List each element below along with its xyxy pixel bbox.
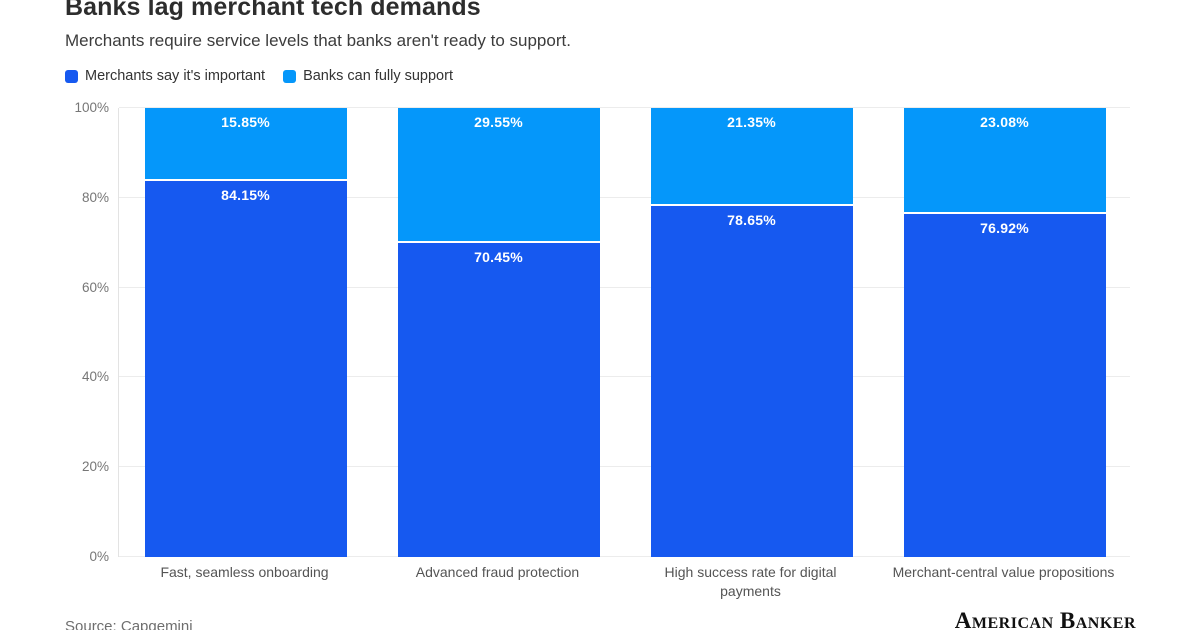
chart-title: Banks lag merchant tech demands <box>65 0 481 21</box>
bar-2: 29.55% 70.45% <box>397 108 600 557</box>
legend-swatch-icon <box>283 69 297 83</box>
bar-segment-merchants-important: 78.65% <box>650 203 853 557</box>
y-axis-tick-label: 0% <box>89 549 109 564</box>
y-axis-tick-label: 80% <box>81 189 109 205</box>
american-banker-logo: American Banker <box>954 608 1136 630</box>
legend-label: Merchants say it's important <box>85 68 266 84</box>
bar-segment-merchants-important: 76.92% <box>903 211 1106 557</box>
y-axis-tick-label: 20% <box>81 459 109 475</box>
value-label: 21.35% <box>727 114 776 131</box>
gridline <box>119 107 1130 108</box>
value-label: 15.85% <box>221 114 270 131</box>
gridline <box>119 196 1130 198</box>
x-axis-category-text: Fast, seamless onboarding <box>160 564 329 580</box>
bar-segment-merchants-important: 84.15% <box>144 179 347 557</box>
bar-segment-banks-support: 23.08% <box>903 108 1106 212</box>
value-label: 29.55% <box>474 114 523 131</box>
y-axis-tick-label: 60% <box>81 279 109 295</box>
y-axis-tick-label: 100% <box>74 100 109 115</box>
chart-subtitle: Merchants require service levels that ba… <box>65 31 571 50</box>
bar-segment-merchants-important: 70.45% <box>397 240 600 557</box>
chart-legend: Merchants say it's important Banks can fu… <box>65 68 453 84</box>
source-note: Source: Capgemini <box>65 618 193 630</box>
value-label: 78.65% <box>727 211 776 228</box>
bar-segment-banks-support: 21.35% <box>650 108 853 204</box>
x-axis-category-label: Merchant-central value propositions <box>877 563 1130 582</box>
legend-item: Banks can fully support <box>283 68 453 84</box>
bar-1: 15.85% 84.15% <box>144 108 347 557</box>
bar-3: 21.35% 78.65% <box>650 108 853 557</box>
x-axis-category-text: Advanced fraud protection <box>415 564 580 580</box>
x-axis-category-label: Advanced fraud protection <box>371 563 624 582</box>
bar-segment-banks-support: 29.55% <box>397 108 600 241</box>
value-label: 76.92% <box>980 219 1029 236</box>
legend-label: Banks can fully support <box>303 68 453 84</box>
x-axis-category-label: Fast, seamless onboarding <box>118 563 371 582</box>
legend-swatch-icon <box>65 69 78 83</box>
bar-segment-banks-support: 15.85% <box>144 108 347 180</box>
gridline <box>119 376 1130 378</box>
x-axis-category-text: Merchant-central value propositions <box>892 564 1115 580</box>
gridline <box>119 286 1130 288</box>
y-axis-tick-label: 40% <box>81 369 109 385</box>
value-label: 70.45% <box>474 248 523 265</box>
x-axis-category-text: High success rate for digital payments <box>664 564 837 599</box>
gridline <box>119 556 1130 557</box>
plot-area: 0% 20% 40% 60% 80% 100% 15.85% 84.15% 29.55% 70.4… <box>74 100 1130 564</box>
gridline <box>119 466 1130 468</box>
bar-4: 23.08% 76.92% <box>903 108 1106 557</box>
x-axis-category-label: High success rate for digital payments <box>624 563 877 601</box>
legend-item: Merchants say it's important <box>65 68 265 84</box>
value-label: 23.08% <box>980 114 1029 131</box>
value-label: 84.15% <box>221 187 270 204</box>
